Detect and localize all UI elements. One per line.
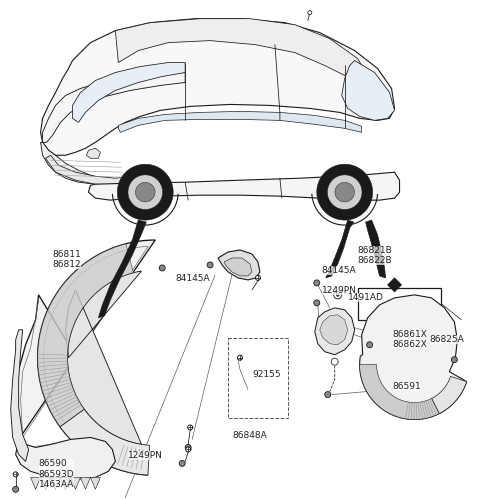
Polygon shape bbox=[335, 183, 354, 202]
Circle shape bbox=[207, 262, 213, 268]
Polygon shape bbox=[342, 60, 395, 120]
Circle shape bbox=[255, 275, 261, 280]
Text: 86590
86593D
1463AA: 86590 86593D 1463AA bbox=[38, 460, 74, 489]
Polygon shape bbox=[366, 220, 385, 278]
Text: 84145A: 84145A bbox=[175, 274, 210, 283]
Polygon shape bbox=[320, 315, 348, 345]
Text: 86848A: 86848A bbox=[232, 432, 267, 441]
Polygon shape bbox=[43, 72, 185, 142]
Polygon shape bbox=[317, 164, 372, 220]
Text: 92155: 92155 bbox=[252, 370, 281, 379]
Circle shape bbox=[336, 293, 339, 296]
Circle shape bbox=[179, 461, 185, 467]
Circle shape bbox=[451, 357, 457, 363]
Text: 86811
86812: 86811 86812 bbox=[52, 250, 81, 269]
Text: 1491AD: 1491AD bbox=[348, 293, 384, 302]
Polygon shape bbox=[360, 295, 467, 420]
Circle shape bbox=[314, 300, 320, 306]
Bar bbox=[228, 338, 288, 418]
Circle shape bbox=[308, 10, 312, 14]
Polygon shape bbox=[16, 240, 155, 475]
Circle shape bbox=[185, 445, 191, 451]
Polygon shape bbox=[41, 18, 395, 155]
Text: 86825A: 86825A bbox=[430, 335, 464, 344]
Polygon shape bbox=[90, 478, 100, 490]
Circle shape bbox=[186, 447, 191, 452]
Circle shape bbox=[334, 291, 342, 299]
Polygon shape bbox=[327, 175, 362, 210]
Polygon shape bbox=[60, 478, 71, 490]
Polygon shape bbox=[98, 220, 146, 318]
Text: 86591: 86591 bbox=[393, 382, 421, 391]
Polygon shape bbox=[50, 478, 60, 490]
Polygon shape bbox=[37, 244, 133, 427]
Polygon shape bbox=[88, 172, 399, 200]
Polygon shape bbox=[432, 376, 467, 414]
Polygon shape bbox=[65, 271, 142, 444]
Polygon shape bbox=[135, 183, 155, 202]
Circle shape bbox=[367, 342, 372, 348]
Polygon shape bbox=[360, 365, 439, 420]
Polygon shape bbox=[11, 330, 29, 462]
Text: 84145A: 84145A bbox=[322, 266, 356, 275]
Polygon shape bbox=[16, 438, 115, 480]
Text: 86861X
86862X: 86861X 86862X bbox=[393, 330, 427, 349]
Circle shape bbox=[314, 280, 320, 286]
Polygon shape bbox=[315, 308, 355, 355]
Polygon shape bbox=[128, 175, 163, 210]
Polygon shape bbox=[41, 142, 100, 184]
Circle shape bbox=[325, 392, 331, 398]
Polygon shape bbox=[41, 478, 50, 490]
Polygon shape bbox=[81, 478, 90, 490]
Circle shape bbox=[238, 355, 242, 360]
Polygon shape bbox=[387, 278, 402, 292]
Polygon shape bbox=[218, 250, 260, 280]
Circle shape bbox=[331, 358, 338, 365]
Polygon shape bbox=[224, 258, 252, 276]
Circle shape bbox=[188, 425, 192, 430]
Polygon shape bbox=[326, 220, 354, 278]
Text: 1249PN: 1249PN bbox=[128, 452, 163, 461]
Text: 86821B
86822B: 86821B 86822B bbox=[358, 246, 393, 265]
Circle shape bbox=[13, 472, 18, 477]
Polygon shape bbox=[115, 18, 370, 80]
Text: 1249PN: 1249PN bbox=[322, 286, 357, 295]
Polygon shape bbox=[119, 111, 361, 132]
Bar bbox=[358, 288, 442, 320]
Circle shape bbox=[159, 265, 165, 271]
Polygon shape bbox=[118, 164, 173, 220]
Polygon shape bbox=[86, 148, 100, 158]
Polygon shape bbox=[71, 478, 81, 490]
Circle shape bbox=[12, 487, 19, 493]
Polygon shape bbox=[31, 478, 41, 490]
Polygon shape bbox=[46, 155, 130, 185]
Polygon shape bbox=[60, 409, 150, 475]
Polygon shape bbox=[72, 62, 185, 122]
